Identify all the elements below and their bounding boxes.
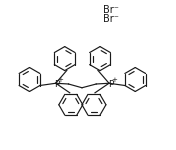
Text: Br⁻: Br⁻ [103, 14, 119, 24]
Text: +: + [58, 77, 64, 83]
Text: P: P [108, 80, 113, 89]
Text: +: + [111, 77, 117, 83]
Text: P: P [55, 80, 60, 89]
Text: Br⁻: Br⁻ [103, 5, 119, 15]
